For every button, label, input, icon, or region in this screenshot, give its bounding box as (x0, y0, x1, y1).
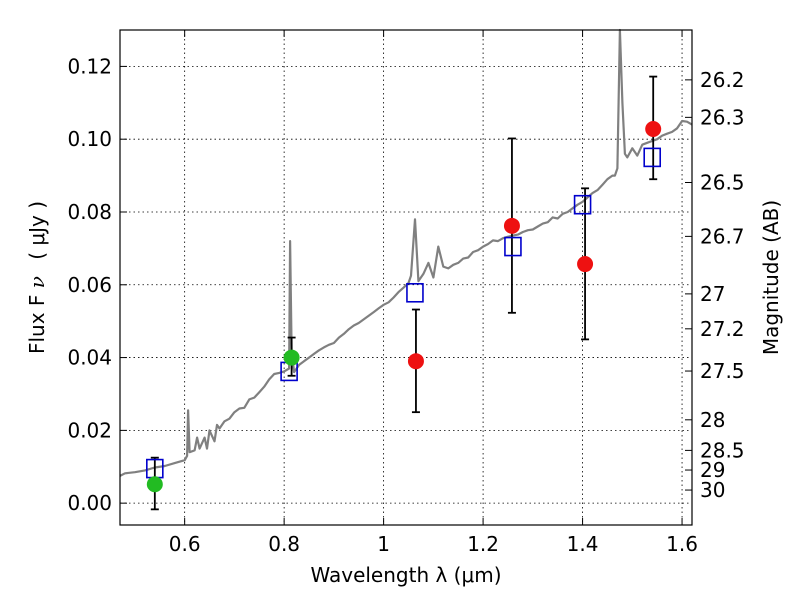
y2-tick-label: 26.7 (700, 224, 745, 248)
y-tick-label: 0.12 (67, 54, 112, 78)
spectrum-layer (119, 28, 693, 477)
y-axis-label-unit: ( μJy ) (25, 201, 49, 260)
observed-red-point (407, 353, 424, 370)
spectrum-line (119, 28, 693, 477)
errorbar-layer (150, 75, 658, 511)
observed-red-point (577, 256, 594, 273)
plot-frame (119, 29, 693, 526)
marker-layer (146, 121, 662, 493)
y-tick-label: 0.04 (67, 346, 112, 370)
x-tick-label: 0.8 (268, 532, 300, 556)
y2-tick-label: 26.5 (700, 171, 745, 195)
y2-tick-label: 30 (700, 478, 725, 502)
model-photometry-square (406, 282, 424, 303)
observed-green-point (146, 476, 163, 493)
y-tick-label: 0.08 (67, 200, 112, 224)
y2-axis-label: Magnitude (AB) (759, 200, 783, 355)
y-tick-label: 0.02 (67, 418, 112, 442)
y-axis-label-group: Flux F ν ( μJy ) (25, 201, 49, 354)
model-photometry-square (504, 236, 522, 257)
y-tick-label: 0.00 (67, 491, 112, 515)
observed-green-point (283, 349, 300, 366)
x-axis-label: Wavelength λ (μm) (310, 563, 501, 587)
x-tick-label: 1.6 (666, 532, 698, 556)
y2-tick-label: 27.5 (700, 359, 745, 383)
observed-red-point (645, 121, 662, 137)
y-tick-label: 0.06 (67, 273, 112, 297)
model-photometry-square (573, 194, 592, 215)
y2-tick-label: 28.5 (700, 438, 745, 462)
y2-tick-label: 28 (700, 408, 725, 432)
y2-tick-label: 26.2 (700, 68, 745, 92)
grid (120, 30, 692, 525)
x-tick-label: 1.4 (567, 532, 599, 556)
y-axis-label: Flux F (25, 295, 49, 354)
y2-tick-label: 26.3 (700, 105, 745, 129)
x-tick-label: 1.2 (467, 532, 499, 556)
y2-tick-label: 27.2 (700, 317, 745, 341)
model-photometry-square (643, 147, 662, 168)
y2-tick-label: 29 (700, 458, 725, 482)
observed-red-point (503, 217, 520, 234)
y2-tick-label: 27 (700, 282, 725, 306)
tick-layer: 0.6 0.8 1 1.2 1.4 1.6 0.00 0.02 0.04 0.06 0.08 0.10… (67, 30, 745, 556)
y-axis-label-subscript: ν (25, 276, 49, 288)
x-tick-label: 0.6 (169, 532, 201, 556)
y-tick-label: 0.10 (67, 127, 112, 151)
x-tick-label: 1 (377, 532, 390, 556)
